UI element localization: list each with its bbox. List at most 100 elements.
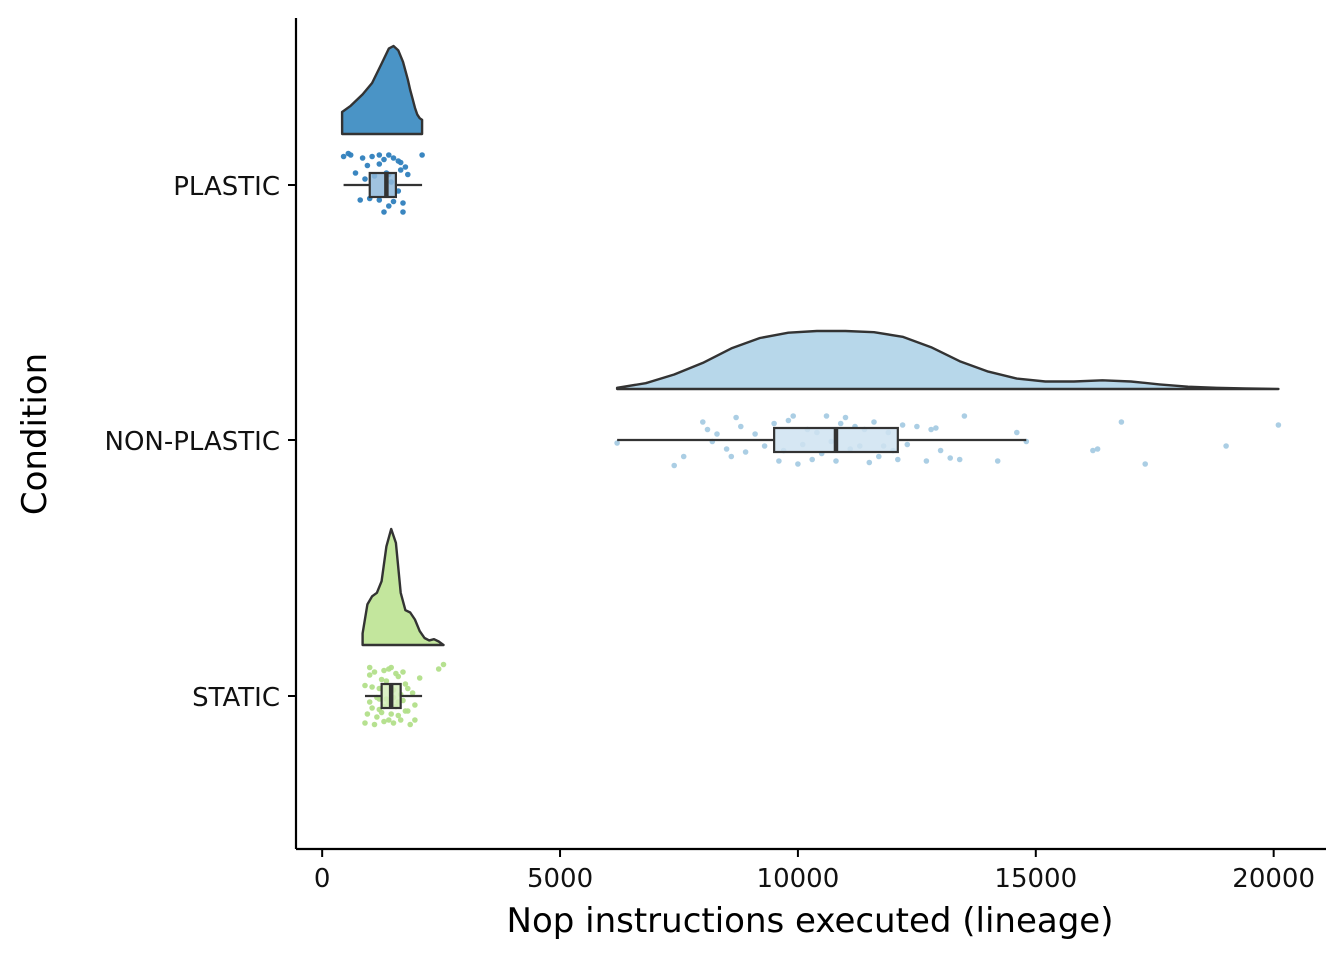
y-axis-title: Condition	[15, 353, 55, 515]
data-point-static	[412, 702, 418, 708]
x-tick-label: 15000	[994, 864, 1077, 894]
plot-area	[340, 44, 1282, 728]
x-tick-label: 10000	[757, 864, 840, 894]
data-point-non-plastic	[1142, 461, 1148, 467]
data-point-non-plastic	[790, 413, 796, 419]
data-point-plastic	[352, 170, 359, 176]
data-point-non-plastic	[671, 462, 677, 469]
data-point-non-plastic	[1014, 429, 1020, 436]
data-point-static	[405, 685, 411, 692]
data-point-static	[412, 717, 418, 723]
x-tick-label: 5000	[527, 864, 593, 894]
data-point-static	[407, 721, 414, 728]
data-point-plastic	[381, 209, 387, 215]
data-point-plastic	[400, 200, 406, 206]
y-tick-label-plastic: PLASTIC	[173, 172, 280, 202]
data-point-non-plastic	[795, 461, 801, 467]
data-point-non-plastic	[809, 456, 815, 463]
data-point-non-plastic	[614, 440, 620, 446]
data-point-static	[386, 717, 392, 723]
data-point-plastic	[405, 171, 411, 178]
data-point-plastic	[397, 159, 404, 166]
data-point-plastic	[357, 197, 364, 203]
data-point-static	[364, 711, 371, 717]
data-point-static	[371, 669, 378, 675]
y-tick-label-static: STATIC	[192, 683, 280, 713]
data-point-static	[435, 666, 442, 672]
axes: PLASTIC NON-PLASTIC STATIC 0 5000 10000 15000 2…	[105, 18, 1326, 894]
data-point-static	[362, 682, 368, 689]
data-point-non-plastic	[833, 458, 839, 464]
x-tick-label: 20000	[1232, 864, 1315, 894]
data-point-plastic	[397, 167, 404, 173]
data-point-plastic	[390, 155, 397, 161]
data-point-static	[366, 664, 373, 671]
data-point-non-plastic	[1090, 447, 1096, 454]
data-point-plastic	[402, 164, 409, 170]
data-point-non-plastic	[914, 423, 920, 430]
data-point-plastic	[390, 198, 397, 205]
data-point-non-plastic	[733, 414, 739, 421]
data-point-static	[366, 672, 373, 678]
data-point-plastic	[362, 176, 368, 182]
data-point-static	[371, 721, 378, 728]
data-point-plastic	[369, 153, 375, 160]
data-point-non-plastic	[937, 447, 944, 454]
data-point-non-plastic	[738, 423, 744, 430]
data-point-non-plastic	[876, 453, 882, 460]
data-point-static	[383, 678, 390, 684]
data-point-non-plastic	[742, 449, 749, 455]
data-point-non-plastic	[842, 414, 849, 421]
data-point-static	[369, 684, 375, 690]
data-point-static	[395, 712, 402, 719]
density-cloud-non-plastic	[615, 329, 1280, 391]
data-point-non-plastic	[994, 458, 1001, 464]
data-point-non-plastic	[700, 419, 706, 425]
data-point-plastic	[376, 152, 383, 158]
data-point-non-plastic	[723, 446, 730, 452]
data-point-static	[362, 720, 368, 726]
data-point-non-plastic	[714, 431, 720, 437]
data-point-non-plastic	[680, 453, 687, 460]
data-point-non-plastic	[933, 425, 939, 431]
data-point-plastic	[364, 162, 371, 169]
data-point-non-plastic	[947, 455, 953, 461]
data-point-non-plastic	[823, 413, 830, 419]
data-point-non-plastic	[785, 417, 792, 424]
data-point-non-plastic	[866, 459, 873, 466]
data-point-non-plastic	[1094, 446, 1101, 452]
data-point-non-plastic	[956, 456, 963, 463]
data-point-non-plastic	[704, 426, 711, 433]
data-point-plastic	[359, 155, 366, 161]
data-point-non-plastic	[761, 443, 768, 449]
data-point-static	[409, 690, 416, 696]
data-point-static	[374, 714, 380, 720]
x-axis-title: Nop instructions executed (lineage)	[507, 901, 1114, 941]
data-point-non-plastic	[776, 458, 782, 464]
data-point-non-plastic	[752, 431, 758, 437]
y-tick-label-non-plastic: NON-PLASTIC	[105, 427, 281, 457]
density-cloud-plastic	[340, 44, 424, 136]
data-point-static	[381, 667, 387, 674]
data-point-static	[378, 709, 385, 716]
box-plastic	[368, 171, 398, 199]
data-point-static	[381, 718, 387, 725]
data-point-non-plastic	[1223, 443, 1229, 449]
data-point-plastic	[386, 152, 392, 158]
data-point-plastic	[386, 203, 392, 209]
density-cloud-static	[361, 527, 445, 647]
data-point-non-plastic	[899, 422, 906, 428]
data-point-static	[397, 717, 404, 723]
data-point-non-plastic	[923, 458, 930, 464]
data-point-static	[369, 705, 375, 711]
data-point-non-plastic	[837, 420, 844, 427]
data-point-non-plastic	[928, 426, 934, 433]
data-point-non-plastic	[904, 441, 911, 448]
data-point-static	[416, 675, 423, 681]
data-point-non-plastic	[1118, 419, 1125, 425]
data-point-non-plastic	[871, 419, 877, 425]
data-point-static	[440, 661, 447, 668]
data-point-plastic	[376, 197, 383, 203]
